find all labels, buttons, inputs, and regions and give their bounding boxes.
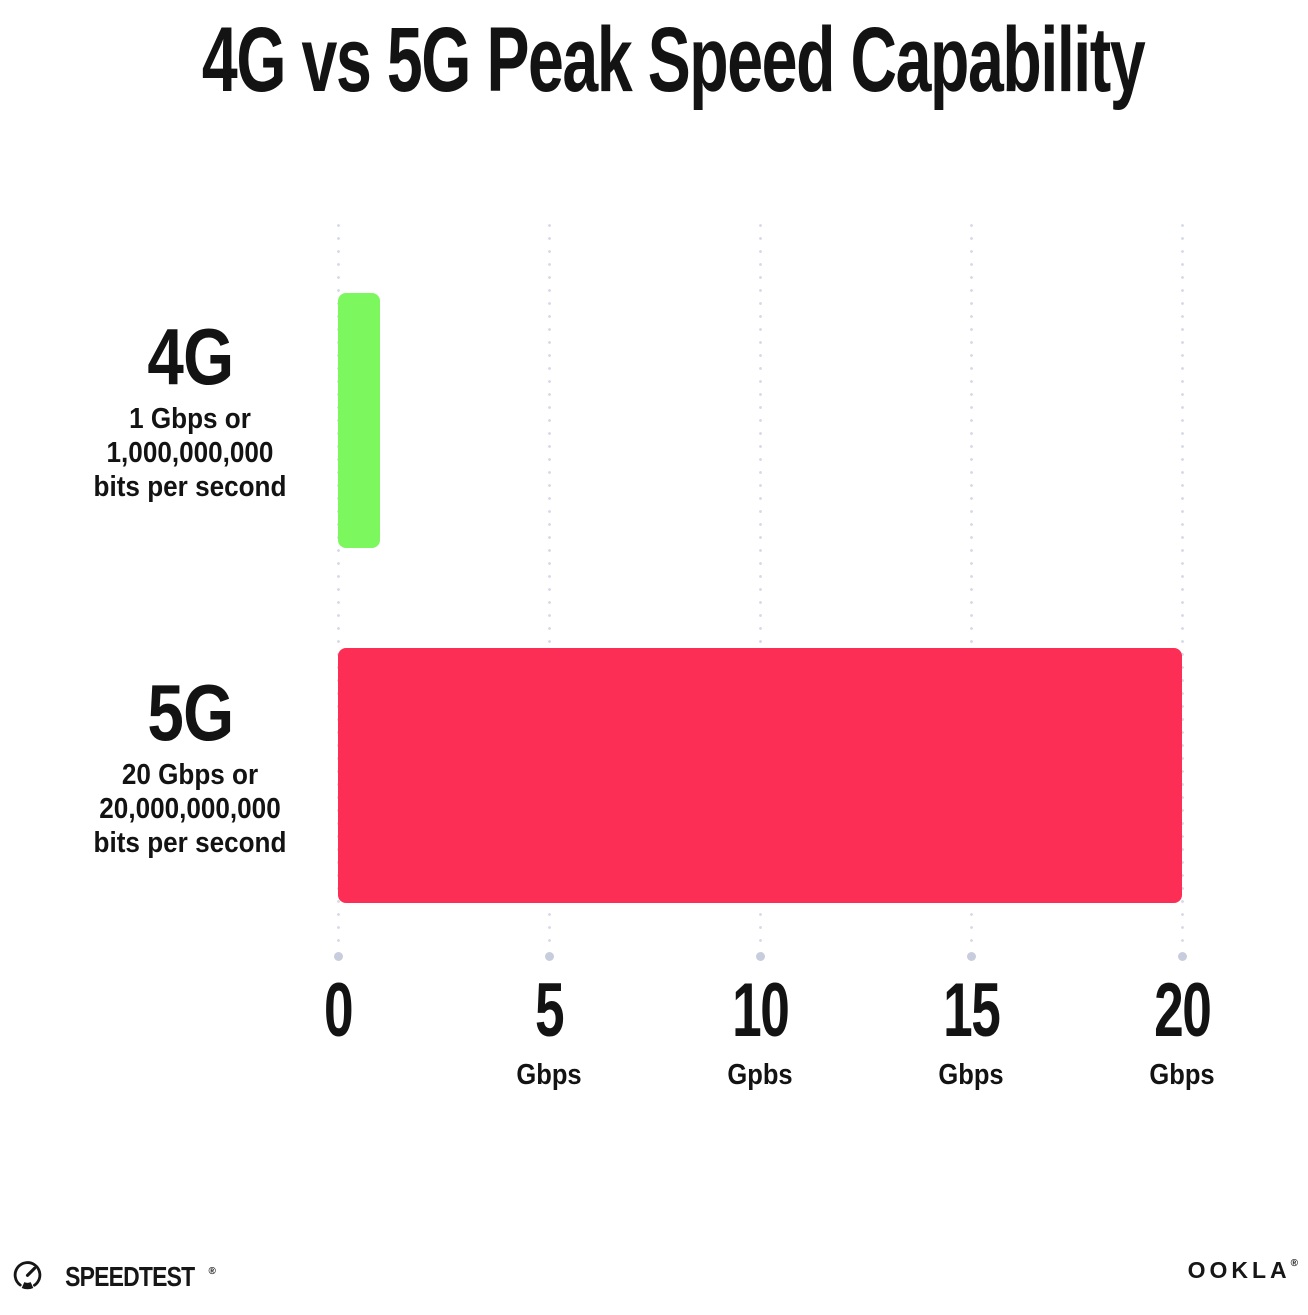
x-tick-number-text: 5 bbox=[534, 968, 565, 1053]
x-tick-15: 15 Gbps bbox=[861, 972, 1081, 1092]
gridline-15 bbox=[969, 224, 973, 944]
x-tick-unit-15: Gbps bbox=[938, 1059, 1004, 1091]
speedometer-icon bbox=[13, 1260, 42, 1289]
gridline-10 bbox=[758, 224, 762, 944]
speedtest-wordmark-text: SPEEDTEST bbox=[65, 1261, 195, 1292]
x-tick-number-text: 0 bbox=[323, 968, 354, 1053]
gridline-end-dot-10 bbox=[755, 951, 765, 961]
row-sublabel-line: bits per second bbox=[93, 827, 287, 859]
row-label-title-text: 5G bbox=[147, 668, 234, 757]
row-label-title-5g: 5G bbox=[30, 672, 350, 754]
x-tick-number-text: 15 bbox=[942, 968, 1001, 1053]
x-tick-unit-5: Gbps bbox=[516, 1059, 582, 1091]
gridline-0 bbox=[336, 224, 340, 944]
ookla-wordmark: OOKLA bbox=[1187, 1257, 1291, 1283]
x-tick-20: 20 Gbps bbox=[1072, 972, 1292, 1092]
ookla-logo: OOKLA® bbox=[1188, 1257, 1298, 1284]
speedtest-trademark: ® bbox=[208, 1266, 216, 1277]
x-tick-number-10: 10 bbox=[650, 972, 870, 1050]
gridline-end-dot-15 bbox=[966, 951, 976, 961]
gridline-20 bbox=[1180, 224, 1184, 944]
gridline-end-dot-20 bbox=[1177, 951, 1187, 961]
gridline-end-dot-0 bbox=[333, 951, 343, 961]
x-tick-unit-20: Gbps bbox=[1149, 1059, 1215, 1091]
row-sublabel-line: bits per second bbox=[93, 471, 287, 503]
row-label-title-4g: 4G bbox=[30, 316, 350, 398]
row-label-title-text: 4G bbox=[147, 312, 234, 401]
row-label-5g: 5G 20 Gbps or 20,000,000,000 bits per secon… bbox=[30, 672, 350, 860]
row-sublabel-line: 20,000,000,000 bbox=[99, 793, 281, 825]
x-tick-number-text: 10 bbox=[731, 968, 790, 1053]
x-tick-number-0: 0 bbox=[228, 972, 448, 1050]
x-tick-number-20: 20 bbox=[1072, 972, 1292, 1050]
row-label-4g: 4G 1 Gbps or 1,000,000,000 bits per second bbox=[30, 316, 350, 504]
x-tick-0: 0 bbox=[228, 972, 448, 1050]
gridline-end-dot-5 bbox=[544, 951, 554, 961]
speedtest-logo: SPEEDTEST ® bbox=[11, 1256, 216, 1293]
x-tick-5: 5 Gbps bbox=[439, 972, 659, 1092]
row-sublabel-line: 1 Gbps or bbox=[129, 403, 251, 435]
chart-title: 4G vs 5G Peak Speed Capability bbox=[0, 14, 1308, 106]
x-tick-number-15: 15 bbox=[861, 972, 1081, 1050]
row-sublabel-line: 1,000,000,000 bbox=[106, 437, 274, 469]
bar-4g bbox=[338, 293, 381, 548]
x-tick-number-5: 5 bbox=[439, 972, 659, 1050]
x-tick-number-text: 20 bbox=[1153, 968, 1212, 1053]
speedtest-wordmark: SPEEDTEST ® bbox=[51, 1256, 216, 1293]
gridline-5 bbox=[547, 224, 551, 944]
ookla-trademark: ® bbox=[1290, 1258, 1298, 1269]
bar-5g bbox=[338, 648, 1182, 903]
row-sublabel-line: 20 Gbps or bbox=[121, 759, 259, 791]
x-tick-10: 10 Gpbs bbox=[650, 972, 870, 1092]
x-tick-unit-10: Gpbs bbox=[727, 1059, 793, 1091]
chart-title-text: 4G vs 5G Peak Speed Capability bbox=[201, 9, 1146, 111]
row-sublabel-4g: 1 Gbps or 1,000,000,000 bits per second bbox=[46, 402, 334, 504]
row-sublabel-5g: 20 Gbps or 20,000,000,000 bits per second bbox=[46, 758, 334, 860]
